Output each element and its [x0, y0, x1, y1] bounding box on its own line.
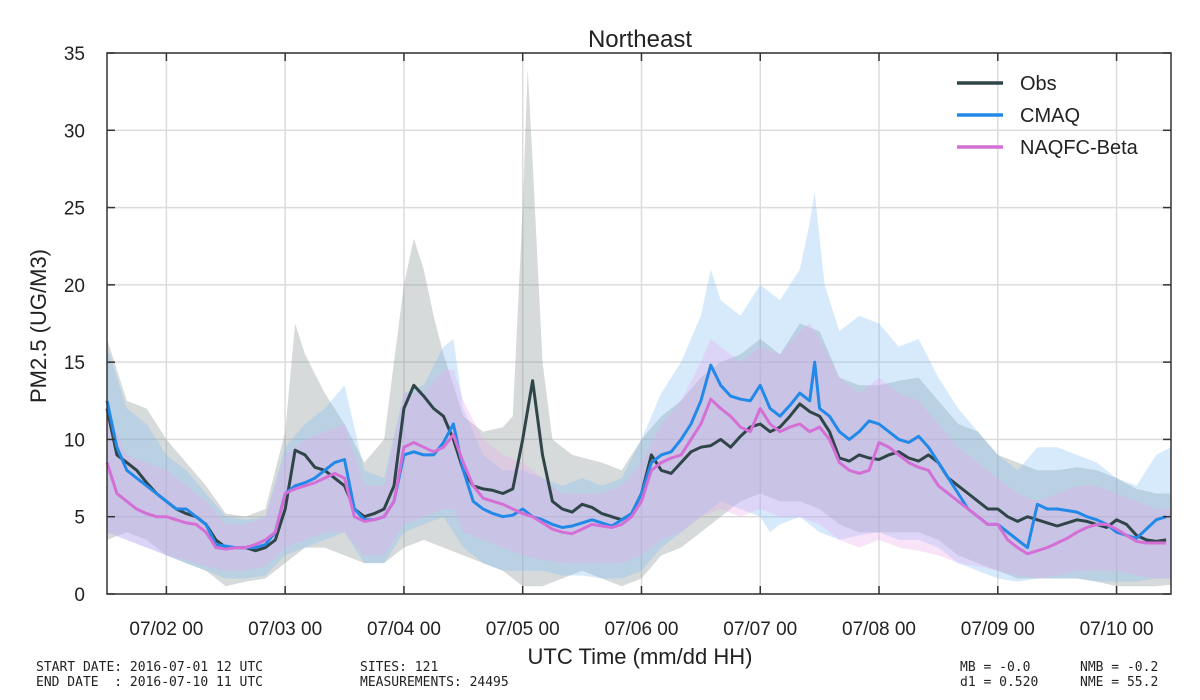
y-tick-label: 35: [64, 44, 85, 65]
x-tick-label: 07/07 00: [723, 619, 797, 640]
y-tick-label: 25: [64, 199, 85, 220]
x-tick-label: 07/05 00: [486, 619, 560, 640]
footer-stats: START DATE: 2016-07-01 12 UTC END DATE :…: [36, 660, 1158, 690]
x-tick-label: 07/06 00: [604, 619, 678, 640]
x-tick-label: 07/08 00: [842, 619, 916, 640]
legend: Obs CMAQ NAQFC-Beta: [957, 73, 1139, 159]
series-lines: [105, 360, 1167, 556]
y-tick-label: 30: [64, 121, 85, 142]
measurements-text: MEASUREMENTS: 24495: [360, 675, 509, 690]
y-tick-label: 5: [74, 508, 85, 529]
legend-label: CMAQ: [1020, 105, 1080, 127]
y-tick-label: 15: [64, 353, 85, 374]
chart-title: Northeast: [588, 26, 692, 53]
y-tick-label: 0: [74, 585, 85, 606]
legend-label: NAQFC-Beta: [1020, 137, 1139, 159]
sites-text: SITES: 121: [360, 660, 438, 675]
x-axis-label: UTC Time (mm/dd HH): [528, 644, 753, 669]
x-tick-label: 07/09 00: [961, 619, 1035, 640]
axes: [106, 52, 1172, 595]
x-tick-label: 07/02 00: [129, 619, 203, 640]
band-cmaq: [107, 192, 1171, 582]
plot-frame: [106, 52, 1172, 595]
line-naqfc-beta: [105, 397, 1167, 556]
y-tick-label: 20: [64, 276, 85, 297]
end-date-text: END DATE : 2016-07-10 11 UTC: [36, 675, 263, 690]
nme-stat: NME = 55.2: [1080, 675, 1158, 690]
x-tick-label: 07/03 00: [248, 619, 322, 640]
mb-stat: MB = -0.0: [960, 660, 1030, 675]
nmb-stat: NMB = -0.2: [1080, 660, 1158, 675]
x-tick-label: 07/10 00: [1080, 619, 1154, 640]
start-date-text: START DATE: 2016-07-01 12 UTC: [36, 660, 263, 675]
y-tick-label: 10: [64, 430, 85, 451]
d1-stat: d1 = 0.520: [960, 675, 1038, 690]
y-axis-label: PM2.5 (UG/M3): [26, 249, 51, 403]
legend-label: Obs: [1020, 73, 1057, 95]
x-tick-label: 07/04 00: [367, 619, 441, 640]
ticks: 0 5 10 15 20 25 30 35 07/02 00 07/03 00 07/04 00 07…: [64, 44, 1171, 640]
